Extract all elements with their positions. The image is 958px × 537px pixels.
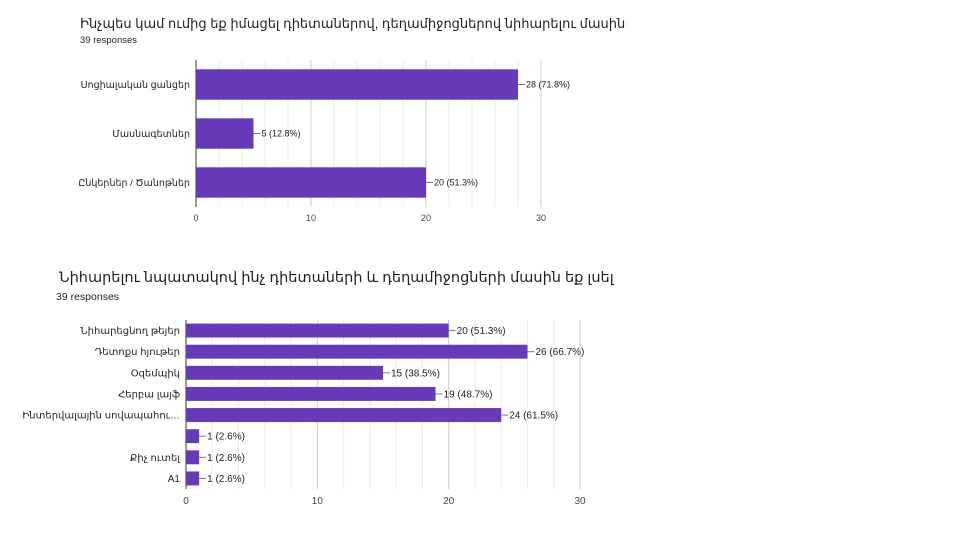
category-label: Մասնագետներ (112, 129, 190, 140)
bar (196, 118, 254, 149)
x-tick-label: 20 (443, 496, 455, 507)
bar-chart-diets: 0 10 20 30 Նիհարեցնող թեյեր 20 (51.3%) Դետոքս … (22, 320, 586, 507)
bar (186, 344, 528, 359)
response-count: 39 responses (80, 35, 138, 46)
value-label: 20 (51.3%) (457, 326, 506, 337)
x-tick-label: 10 (312, 496, 324, 507)
bar (186, 408, 502, 423)
x-tick-label: 10 (306, 213, 316, 223)
value-label: 28 (71.8%) (526, 80, 570, 90)
category-label: A1 (168, 474, 181, 485)
value-label: 24 (61.5%) (509, 411, 558, 422)
bar (186, 365, 383, 380)
category-label: Օզեմպիկ (131, 368, 180, 379)
category-label: Քիչ ուտել (130, 453, 181, 464)
x-tick-label: 0 (193, 213, 198, 223)
category-label: Ընկերներ / Ծանոթներ (78, 178, 190, 189)
x-tick-label: 30 (536, 213, 546, 223)
value-label: 1 (2.6%) (207, 432, 245, 443)
value-label: 1 (2.6%) (207, 474, 245, 485)
value-label: 15 (38.5%) (391, 368, 440, 379)
value-label: 5 (12.8%) (262, 129, 301, 139)
category-label: Սոցիալական ցանցեր (81, 80, 190, 91)
chart-title: Նիհարելու նպատակով ինչ դիետաների և դեղամ… (59, 270, 614, 286)
chart-panel-diets: Նիհարելու նպատակով ինչ դիետաների և դեղամ… (0, 260, 958, 537)
x-tick-label: 30 (574, 496, 586, 507)
value-label: 26 (66.7%) (535, 347, 584, 358)
category-label: Դետոքս հյութեր (95, 347, 180, 358)
category-label: Ինտերվալային սովապահու… (22, 411, 180, 422)
category-label: Հերբա լայֆ (118, 389, 180, 400)
response-count: 39 responses (56, 291, 120, 303)
bar (186, 471, 200, 486)
category-label: Նիհարեցնող թեյեր (80, 326, 180, 337)
bar (196, 167, 426, 198)
value-label: 1 (2.6%) (207, 453, 245, 464)
value-label: 20 (51.3%) (434, 178, 478, 188)
chart-title: Ինչպես կամ ումից եք իմացել դիետաներով, դ… (80, 16, 626, 31)
value-label: 19 (48.7%) (444, 389, 493, 400)
bar-chart-sources: 0 10 20 30 Սոցիալական ցանցեր 28 (71.8%) Մասնագ… (78, 60, 570, 223)
x-tick-label: 0 (183, 496, 189, 507)
chart-panel-sources: Ինչպես կամ ումից եք իմացել դիետաներով, դ… (0, 0, 958, 260)
bar (196, 69, 518, 100)
bar (186, 386, 436, 401)
bar (186, 450, 200, 465)
bar (186, 429, 200, 444)
x-tick-label: 20 (421, 213, 431, 223)
bar (186, 323, 449, 338)
